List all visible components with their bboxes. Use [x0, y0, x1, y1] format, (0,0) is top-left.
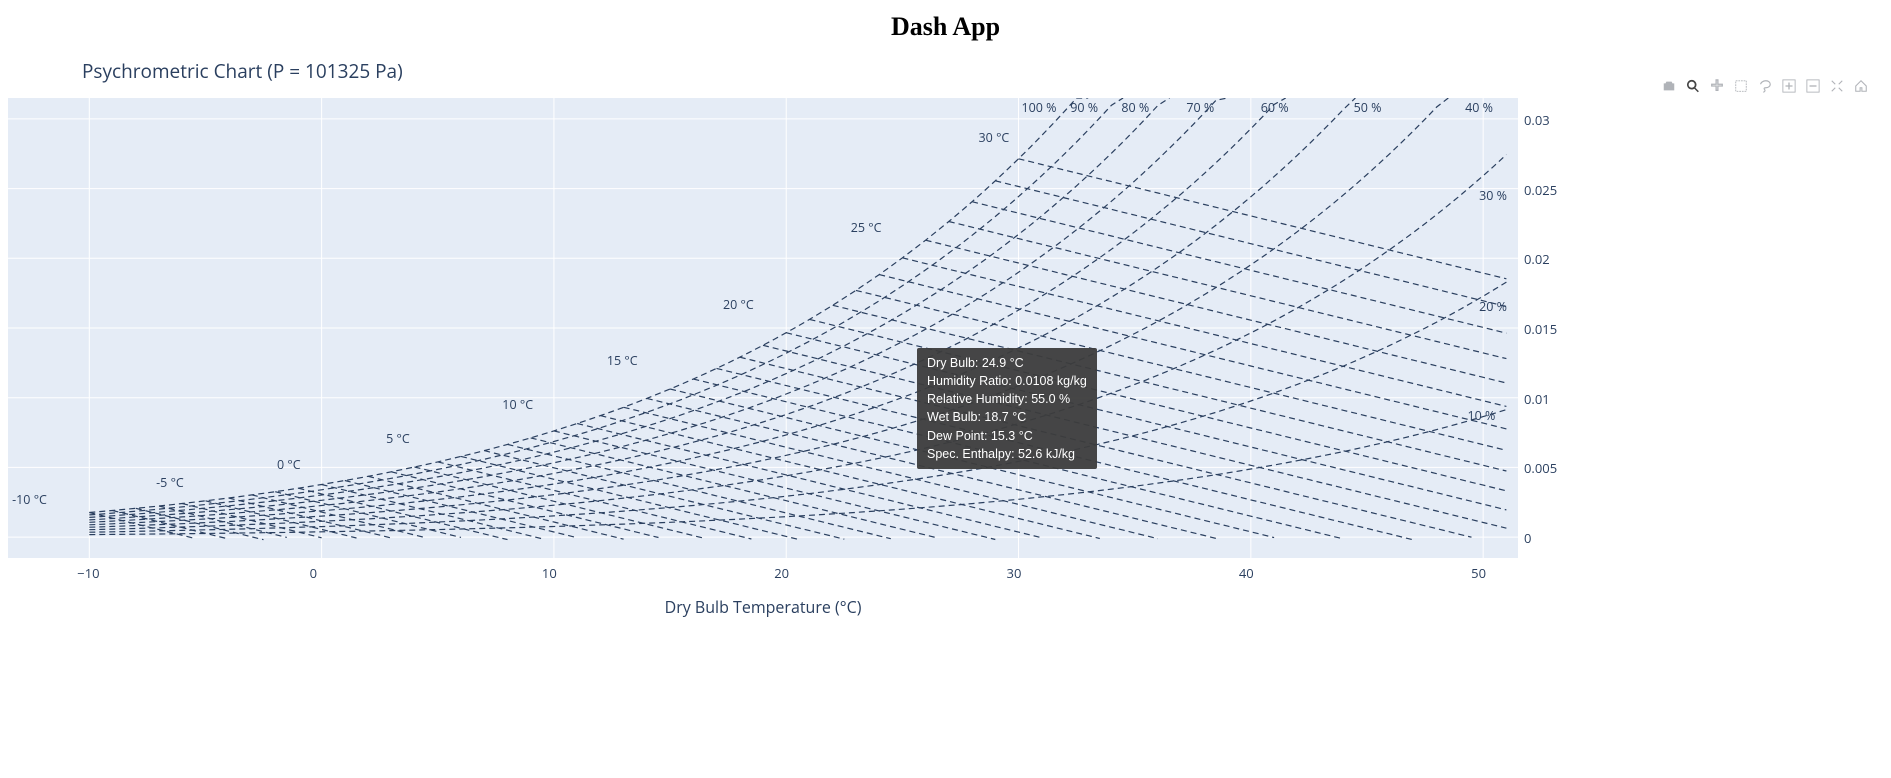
tooltip-row: Wet Bulb: 18.7 °C — [927, 408, 1087, 426]
wetbulb-label: 0 °C — [277, 456, 301, 473]
ytick: 0.005 — [1524, 459, 1557, 477]
rh-label: 60 % — [1261, 99, 1289, 116]
chart-container: Dry Bulb Temperature (°C) −10 0 10 20 30 40 50… — [0, 88, 1891, 708]
tooltip-row: Dew Point: 15.3 °C — [927, 427, 1087, 445]
xtick: 30 — [1007, 564, 1022, 582]
app-title: Dash App — [0, 0, 1891, 50]
chart-title: Psychrometric Chart (P = 101325 Pa) — [0, 50, 1891, 88]
plot-area[interactable] — [8, 98, 1518, 558]
wetbulb-label: -10 °C — [12, 491, 47, 508]
rh-label: 100 % — [1021, 99, 1056, 116]
xaxis-title: Dry Bulb Temperature (°C) — [8, 596, 1518, 618]
rh-label: 10 % — [1467, 407, 1495, 424]
grid-lines — [8, 98, 1518, 558]
ytick: 0 — [1524, 529, 1531, 547]
xtick: 50 — [1471, 564, 1486, 582]
tooltip-row: Humidity Ratio: 0.0108 kg/kg — [927, 372, 1087, 390]
rh-label: 50 % — [1354, 99, 1382, 116]
ytick: 0.01 — [1524, 390, 1550, 408]
wetbulb-label: 10 °C — [502, 396, 533, 413]
tooltip-row: Spec. Enthalpy: 52.6 kJ/kg — [927, 445, 1087, 463]
ytick: 0.02 — [1524, 250, 1550, 268]
tooltip-row: Dry Bulb: 24.9 °C — [927, 354, 1087, 372]
wetbulb-label: 5 °C — [386, 430, 410, 447]
wetbulb-label: 15 °C — [607, 352, 638, 369]
rh-label: 40 % — [1465, 99, 1493, 116]
wetbulb-label: 30 °C — [979, 129, 1010, 146]
psychro-lines — [8, 98, 1518, 558]
rh-label: 70 % — [1186, 99, 1214, 116]
wetbulb-label: -5 °C — [156, 474, 184, 491]
ytick: 0.015 — [1524, 320, 1557, 338]
xtick: 40 — [1239, 564, 1254, 582]
ytick: 0.03 — [1524, 111, 1550, 129]
rh-label: 20 % — [1479, 298, 1507, 315]
xtick: 0 — [310, 564, 317, 582]
xtick: 20 — [774, 564, 789, 582]
ytick: 0.025 — [1524, 181, 1557, 199]
xtick: −10 — [77, 564, 99, 582]
wetbulb-label: 25 °C — [851, 219, 882, 236]
xtick: 10 — [542, 564, 557, 582]
hover-tooltip: Dry Bulb: 24.9 °CHumidity Ratio: 0.0108 … — [917, 348, 1097, 469]
rh-label: 30 % — [1479, 187, 1507, 204]
rh-label: 90 % — [1070, 99, 1098, 116]
tooltip-row: Relative Humidity: 55.0 % — [927, 390, 1087, 408]
wetbulb-label: 20 °C — [723, 296, 754, 313]
rh-label: 80 % — [1121, 99, 1149, 116]
